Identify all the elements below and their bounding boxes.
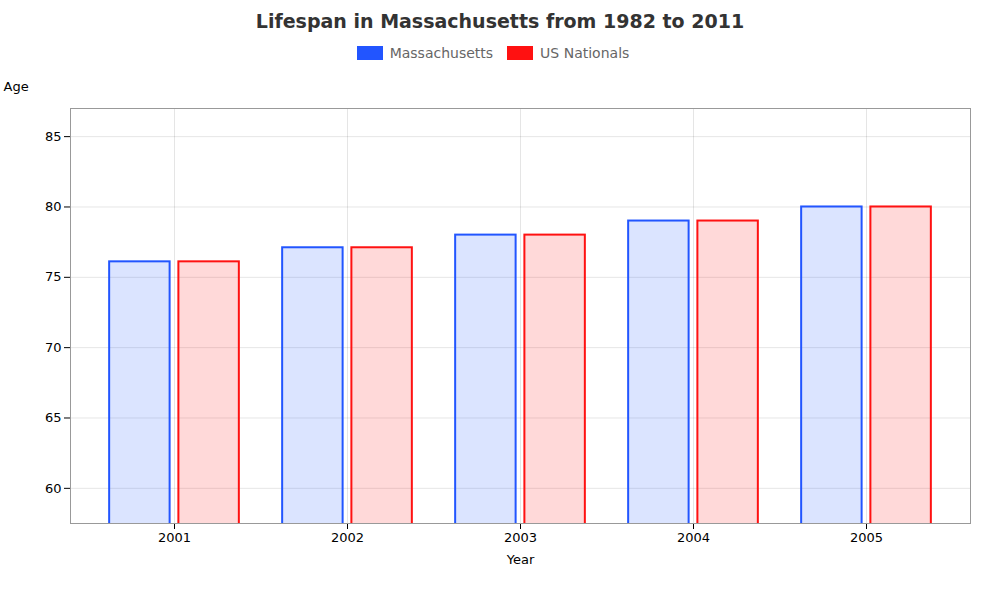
html-text:Lifespan in Massachusetts from: Lifespan in Massachusetts from 1982 to 2… bbox=[255, 10, 745, 32]
html-text:US Nationals: US Nationals bbox=[540, 44, 630, 61]
html-text:Massachusetts: Massachusetts bbox=[389, 44, 494, 61]
svg-text:2005: 2005 bbox=[850, 530, 883, 545]
svg-text:2002: 2002 bbox=[331, 530, 364, 545]
svg-text:60: 60 bbox=[45, 480, 62, 495]
svg-text:80: 80 bbox=[45, 199, 62, 214]
svg-text:2003: 2003 bbox=[504, 530, 537, 545]
svg-text:70: 70 bbox=[45, 340, 62, 355]
svg-text:75: 75 bbox=[45, 269, 62, 284]
svg-text:2001: 2001 bbox=[158, 530, 191, 545]
svg-text:85: 85 bbox=[45, 129, 62, 144]
svg-text:Age: Age bbox=[4, 79, 29, 94]
svg-text:65: 65 bbox=[45, 410, 62, 425]
svg-text:Year: Year bbox=[506, 552, 535, 567]
svg-text:2004: 2004 bbox=[677, 530, 710, 545]
